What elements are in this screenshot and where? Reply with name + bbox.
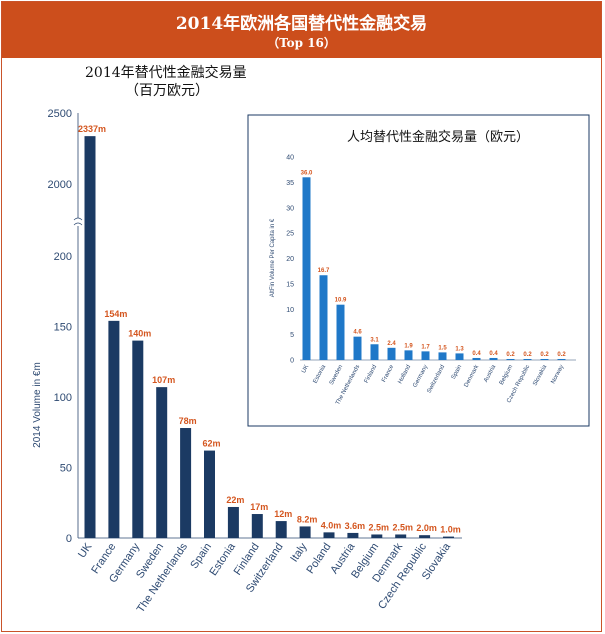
main-data-label: 4.0m [321,520,342,530]
inset-bar [421,351,430,360]
main-data-label: 22m [226,495,244,505]
inset-data-label: 2.4 [387,341,396,347]
inset-data-label: 1.3 [455,346,464,352]
main-data-label: 2.5m [369,522,390,532]
main-data-label: 17m [250,502,268,512]
main-y-tick-label: 2500 [48,108,72,120]
main-data-label: 8.2m [297,514,318,524]
header-banner: 2014年欧洲各国替代性金融交易 （Top 16） [2,2,601,58]
inset-bar [302,177,311,360]
main-data-label: 3.6m [345,521,366,531]
inset-y-tick-label: 20 [286,256,294,263]
main-data-label: 2.0m [416,523,437,533]
inset-data-label: 16.7 [318,268,330,274]
main-bar [299,526,311,538]
inset-data-label: 1.7 [421,344,430,350]
inset-y-axis-label: AltFin Volume Per Capita in € [270,218,276,297]
inset-data-label: 0.2 [506,352,515,358]
inset-bar [557,358,566,360]
main-data-label: 140m [128,329,151,339]
inset-bar [540,358,549,360]
main-axis-break-mark [73,217,83,226]
main-data-label: 2337m [78,124,106,134]
inset-data-label: 10.9 [335,298,347,304]
main-bars [84,136,454,538]
main-y-tick-label: 100 [54,392,72,404]
inset-bar [404,350,413,360]
inset-data-label: 0.2 [557,352,566,358]
main-data-label: 2.5m [392,522,413,532]
main-bar [371,534,383,538]
main-data-label: 1.0m [440,525,461,535]
inset-bar [370,344,379,360]
main-bar [180,428,192,538]
inset-bar [472,357,481,360]
main-bar [275,521,287,538]
inset-y-tick-label: 35 [286,180,294,187]
main-data-label: 62m [202,439,220,449]
main-bar [419,535,431,538]
main-bar [84,136,96,538]
main-bar [108,320,120,538]
inset-bars [302,177,566,360]
inset-data-label: 1.9 [404,343,413,349]
main-bar [395,534,407,538]
main-y-tick-label: 50 [60,463,72,475]
main-chart-title-line1: 2014年替代性金融交易量 [85,65,247,81]
main-y-axis-label: 2014 Volume in €m [32,362,43,448]
inset-y-tick-label: 30 [286,205,294,212]
main-data-label: 12m [274,509,292,519]
inset-y-tick-label: 40 [286,155,294,162]
main-bar [227,506,239,538]
main-y-tick-label: 0 [66,533,72,545]
inset-title: 人均替代性金融交易量（欧元） [347,129,529,145]
inset-data-label: 0.4 [489,351,498,357]
main-bar [156,387,168,538]
inset-bar [455,353,464,360]
inset-data-label: 3.1 [370,337,379,343]
inset-bar [506,358,515,360]
main-data-label: 154m [104,309,127,319]
inset-data-label: 1.5 [438,345,447,351]
main-data-label: 78m [179,416,197,426]
inset-bar [319,275,328,360]
main-bar [443,536,454,538]
inset-y-tick-label: 5 [290,332,294,339]
main-y-tick-label: 2000 [48,179,72,191]
inset-y-tick-label: 15 [286,281,294,288]
inset-bar [336,304,345,360]
inset-bar [387,347,396,360]
inset-bar [489,357,498,360]
main-bar [323,532,335,538]
inset-data-label: 36.0 [301,170,313,176]
inset-data-label: 0.4 [472,351,481,357]
main-bar [347,532,359,538]
inset-y-tick-label: 0 [290,358,294,365]
header-subtitle: （Top 16） [267,36,336,50]
inset-y-tick-label: 25 [286,231,294,238]
inset-data-label: 0.2 [523,352,532,358]
main-data-label: 107m [152,375,175,385]
inset-data-label: 0.2 [540,352,549,358]
main-y-tick-label: 150 [54,322,72,334]
inset-y-tick-label: 10 [286,307,294,314]
main-bar [204,450,215,538]
inset-data-label: 4.6 [353,330,362,336]
inset-bar [438,352,447,360]
main-chart-title: 2014年替代性金融交易量 （百万欧元） [85,64,247,100]
inset-bar [353,336,362,360]
inset-bar [523,358,532,360]
main-bar [251,514,263,538]
inset-category-label: UK [301,364,310,374]
header-title: 2014年欧洲各国替代性金融交易 [175,14,428,34]
main-chart-title-line2: （百万欧元） [125,83,209,99]
main-bar [132,340,144,538]
main-y-tick-label: 200 [54,251,72,263]
inset-data-labels: 36.0 16.7 10.9 4.6 3.1 2.4 1.9 1.7 1.5 1.3 0.4 0.4 0… [301,170,567,358]
